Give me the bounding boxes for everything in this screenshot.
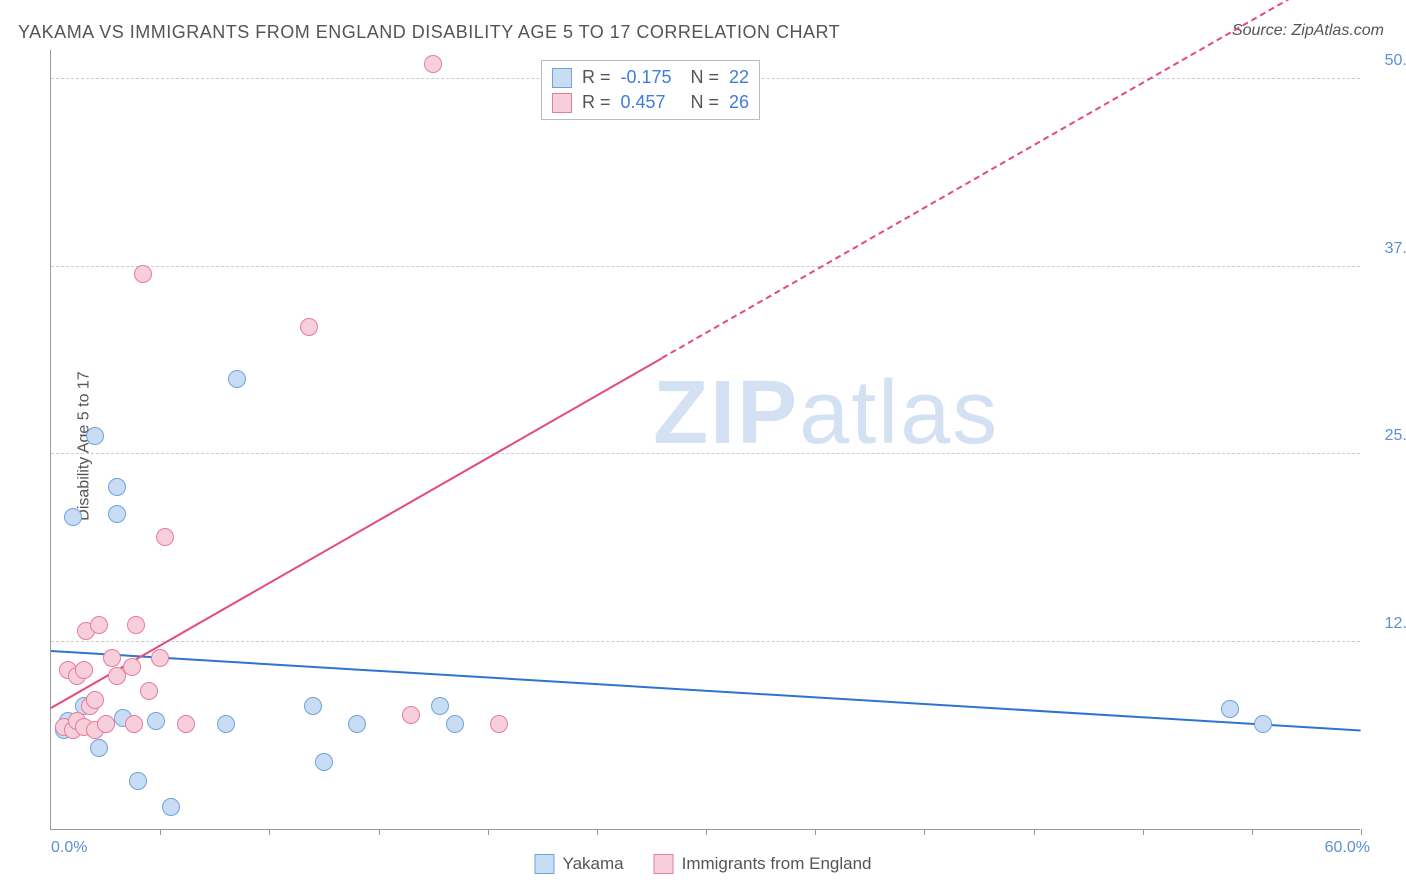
y-tick-label: 50.0% <box>1370 52 1406 70</box>
data-point <box>129 772 147 790</box>
data-point <box>431 697 449 715</box>
data-point <box>86 427 104 445</box>
data-point <box>446 715 464 733</box>
x-tick <box>488 829 489 835</box>
legend-item-yakama: Yakama <box>534 854 623 874</box>
data-point <box>147 712 165 730</box>
data-point <box>228 370 246 388</box>
data-point <box>304 697 322 715</box>
legend-label-england: Immigrants from England <box>682 854 872 874</box>
x-tick <box>924 829 925 835</box>
data-point <box>315 753 333 771</box>
x-tick <box>1143 829 1144 835</box>
r-label: R = <box>582 92 611 113</box>
stats-swatch <box>552 93 572 113</box>
r-label: R = <box>582 67 611 88</box>
data-point <box>103 649 121 667</box>
x-tick <box>1252 829 1253 835</box>
watermark: ZIPatlas <box>653 362 999 465</box>
legend-label-yakama: Yakama <box>562 854 623 874</box>
data-point <box>125 715 143 733</box>
gridline <box>51 266 1360 267</box>
x-tick <box>160 829 161 835</box>
data-point <box>1221 700 1239 718</box>
n-value: 26 <box>729 92 749 113</box>
legend-item-england: Immigrants from England <box>654 854 872 874</box>
data-point <box>64 508 82 526</box>
plot-area: ZIPatlas 12.5%25.0%37.5%50.0%0.0%60.0%R … <box>50 50 1360 830</box>
x-axis-max-label: 60.0% <box>1325 839 1370 857</box>
legend-swatch-england <box>654 854 674 874</box>
data-point <box>75 661 93 679</box>
data-point <box>140 682 158 700</box>
data-point <box>177 715 195 733</box>
data-point <box>123 658 141 676</box>
source-label: Source: ZipAtlas.com <box>1232 22 1384 40</box>
x-tick <box>597 829 598 835</box>
y-tick-label: 37.5% <box>1370 240 1406 258</box>
data-point <box>402 706 420 724</box>
x-tick <box>269 829 270 835</box>
data-point <box>424 55 442 73</box>
regression-line <box>51 357 663 709</box>
n-label: N = <box>691 92 720 113</box>
data-point <box>108 478 126 496</box>
regression-line <box>662 0 1362 359</box>
data-point <box>90 616 108 634</box>
data-point <box>1254 715 1272 733</box>
x-tick <box>379 829 380 835</box>
r-value: -0.175 <box>621 67 681 88</box>
data-point <box>162 798 180 816</box>
x-tick <box>706 829 707 835</box>
n-label: N = <box>691 67 720 88</box>
stats-swatch <box>552 68 572 88</box>
x-tick <box>1361 829 1362 835</box>
chart-title: YAKAMA VS IMMIGRANTS FROM ENGLAND DISABI… <box>18 22 840 43</box>
y-tick-label: 25.0% <box>1370 427 1406 445</box>
stats-row: R = -0.175 N = 22 <box>552 65 749 90</box>
stats-row: R = 0.457 N = 26 <box>552 90 749 115</box>
legend-swatch-yakama <box>534 854 554 874</box>
y-tick-label: 12.5% <box>1370 615 1406 633</box>
data-point <box>348 715 366 733</box>
data-point <box>134 265 152 283</box>
data-point <box>217 715 235 733</box>
x-tick <box>815 829 816 835</box>
x-tick <box>1034 829 1035 835</box>
regression-line <box>51 650 1361 731</box>
data-point <box>156 528 174 546</box>
data-point <box>108 505 126 523</box>
stats-box: R = -0.175 N = 22 R = 0.457 N = 26 <box>541 60 760 120</box>
legend-bottom: Yakama Immigrants from England <box>534 854 871 874</box>
chart-container: YAKAMA VS IMMIGRANTS FROM ENGLAND DISABI… <box>0 0 1406 892</box>
data-point <box>490 715 508 733</box>
data-point <box>86 691 104 709</box>
n-value: 22 <box>729 67 749 88</box>
data-point <box>90 739 108 757</box>
gridline <box>51 453 1360 454</box>
x-axis-min-label: 0.0% <box>51 839 87 857</box>
r-value: 0.457 <box>621 92 681 113</box>
data-point <box>300 318 318 336</box>
data-point <box>127 616 145 634</box>
data-point <box>151 649 169 667</box>
gridline <box>51 641 1360 642</box>
data-point <box>97 715 115 733</box>
